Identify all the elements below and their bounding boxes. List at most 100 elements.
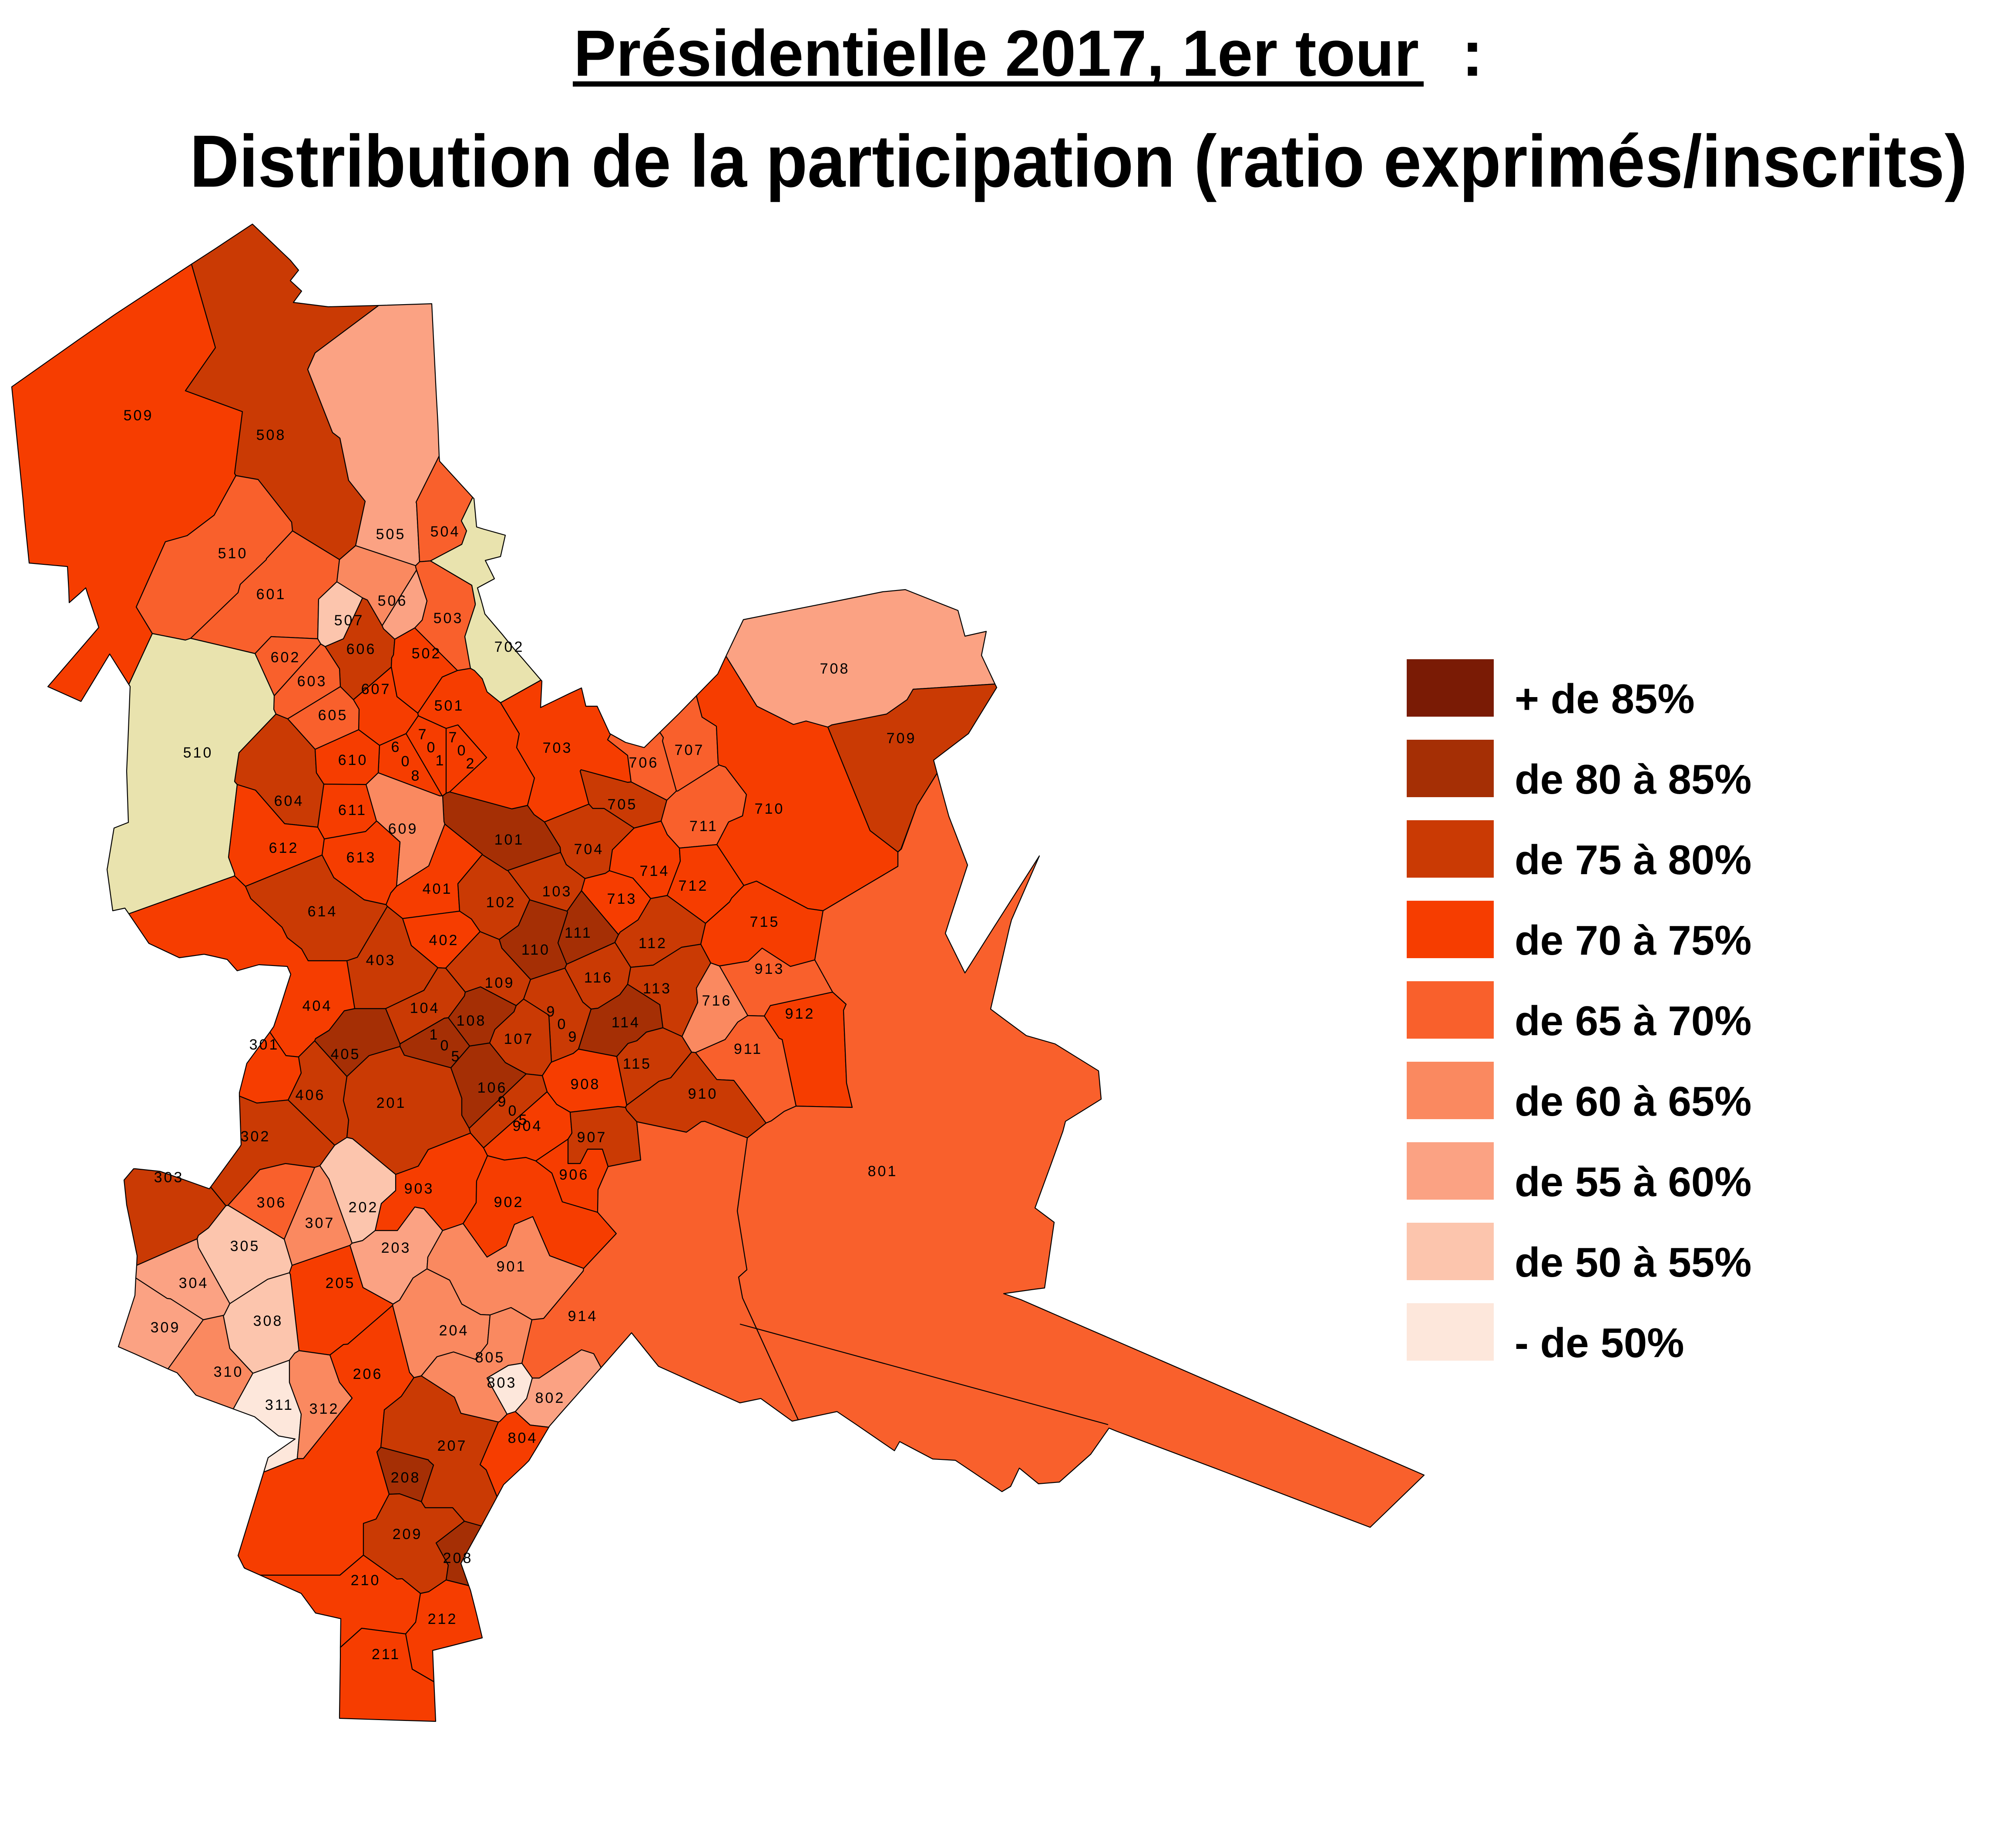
svg-text:601: 601 <box>256 586 286 603</box>
svg-text:7: 7 <box>449 729 457 746</box>
svg-text:406: 406 <box>296 1087 326 1103</box>
svg-text:805: 805 <box>475 1349 505 1366</box>
svg-text:9: 9 <box>498 1093 506 1110</box>
svg-text:Présidentielle 2017, 1er tour: Présidentielle 2017, 1er tour <box>574 17 1419 90</box>
svg-text:206: 206 <box>353 1366 383 1382</box>
svg-text:507: 507 <box>334 612 364 629</box>
svg-text:801: 801 <box>868 1163 898 1180</box>
svg-text:405: 405 <box>331 1046 361 1063</box>
svg-text:510: 510 <box>183 745 213 761</box>
svg-text:309: 309 <box>151 1319 181 1336</box>
svg-text:802: 802 <box>535 1390 565 1406</box>
svg-text:5: 5 <box>451 1048 460 1065</box>
svg-text:de 50 à 55%: de 50 à 55% <box>1515 1239 1751 1286</box>
svg-text:304: 304 <box>179 1275 209 1291</box>
svg-text:0: 0 <box>558 1016 566 1033</box>
svg-text:Distribution de la participati: Distribution de la participation (ratio … <box>190 120 1967 203</box>
svg-text:114: 114 <box>612 1014 640 1031</box>
svg-text:7: 7 <box>418 726 427 743</box>
svg-text:301: 301 <box>249 1036 279 1053</box>
svg-text:102: 102 <box>486 894 516 911</box>
svg-text:913: 913 <box>755 961 785 977</box>
svg-text:205: 205 <box>326 1275 356 1291</box>
svg-text:5: 5 <box>519 1112 527 1128</box>
svg-text:101: 101 <box>494 832 524 848</box>
svg-text:108: 108 <box>457 1013 487 1029</box>
svg-text:116: 116 <box>584 969 613 986</box>
svg-text:303: 303 <box>154 1169 184 1186</box>
svg-text:504: 504 <box>430 523 460 540</box>
svg-text:209: 209 <box>393 1526 423 1543</box>
svg-text:112: 112 <box>639 935 667 952</box>
svg-text:201: 201 <box>376 1095 407 1111</box>
svg-text:- de 50%: - de 50% <box>1515 1320 1684 1366</box>
svg-text:202: 202 <box>349 1199 379 1216</box>
svg-text:707: 707 <box>675 742 705 758</box>
svg-text:908: 908 <box>571 1076 601 1093</box>
svg-text:de 65 à 70%: de 65 à 70% <box>1515 998 1751 1044</box>
svg-text:804: 804 <box>508 1430 538 1446</box>
svg-text:115: 115 <box>623 1056 652 1072</box>
svg-text:0: 0 <box>440 1037 449 1054</box>
svg-text:703: 703 <box>543 740 573 756</box>
svg-text:de 70 à 75%: de 70 à 75% <box>1515 917 1751 964</box>
svg-text:904: 904 <box>513 1118 543 1134</box>
svg-text:604: 604 <box>274 793 304 809</box>
svg-text:6: 6 <box>391 739 400 755</box>
svg-text:de 75 à 80%: de 75 à 80% <box>1515 837 1751 883</box>
svg-text:207: 207 <box>437 1438 467 1454</box>
svg-text:312: 312 <box>309 1401 339 1417</box>
svg-text:711: 711 <box>689 818 718 835</box>
svg-text:609: 609 <box>388 821 418 837</box>
svg-text:109: 109 <box>485 975 515 991</box>
svg-text:906: 906 <box>559 1167 589 1183</box>
svg-text:902: 902 <box>494 1194 524 1211</box>
svg-text:208: 208 <box>391 1469 421 1486</box>
svg-text:901: 901 <box>497 1258 527 1275</box>
svg-text:8: 8 <box>411 768 420 784</box>
svg-text:402: 402 <box>429 932 459 949</box>
svg-text:de 55 à 60%: de 55 à 60% <box>1515 1159 1751 1205</box>
svg-text:710: 710 <box>755 801 785 817</box>
svg-text::: : <box>1462 17 1483 90</box>
svg-text:702: 702 <box>494 639 524 655</box>
svg-text:715: 715 <box>750 914 780 930</box>
svg-text:712: 712 <box>679 878 709 894</box>
svg-text:509: 509 <box>124 407 154 424</box>
svg-text:9: 9 <box>547 1003 555 1020</box>
svg-text:708: 708 <box>820 661 850 677</box>
svg-text:0: 0 <box>401 753 410 770</box>
svg-text:506: 506 <box>378 593 408 609</box>
svg-text:0: 0 <box>427 739 435 756</box>
svg-text:de 60 à 65%: de 60 à 65% <box>1515 1078 1751 1125</box>
svg-text:0: 0 <box>508 1103 517 1119</box>
svg-text:603: 603 <box>297 673 327 690</box>
svg-text:713: 713 <box>607 891 637 907</box>
svg-text:716: 716 <box>702 993 732 1009</box>
svg-text:203: 203 <box>381 1240 411 1256</box>
svg-text:113: 113 <box>643 980 672 997</box>
svg-text:607: 607 <box>361 681 391 698</box>
svg-text:606: 606 <box>346 641 376 657</box>
svg-text:401: 401 <box>423 881 453 897</box>
svg-text:+ de 85%: + de 85% <box>1515 676 1695 722</box>
svg-text:111: 111 <box>565 925 592 941</box>
svg-text:204: 204 <box>439 1322 469 1339</box>
svg-text:610: 610 <box>338 752 368 768</box>
svg-text:306: 306 <box>257 1194 287 1211</box>
svg-text:602: 602 <box>271 649 301 666</box>
svg-text:907: 907 <box>577 1129 607 1146</box>
svg-text:613: 613 <box>346 849 376 866</box>
svg-text:1: 1 <box>436 752 444 769</box>
svg-text:912: 912 <box>785 1006 815 1022</box>
svg-text:404: 404 <box>302 998 333 1014</box>
svg-text:212: 212 <box>428 1611 458 1627</box>
svg-text:403: 403 <box>366 952 396 969</box>
svg-text:612: 612 <box>269 840 299 856</box>
svg-text:914: 914 <box>568 1308 598 1325</box>
svg-text:211: 211 <box>372 1646 400 1663</box>
svg-text:de 80 à 85%: de 80 à 85% <box>1515 756 1751 803</box>
svg-text:704: 704 <box>574 841 604 858</box>
svg-text:714: 714 <box>640 863 670 879</box>
svg-text:903: 903 <box>404 1181 434 1197</box>
